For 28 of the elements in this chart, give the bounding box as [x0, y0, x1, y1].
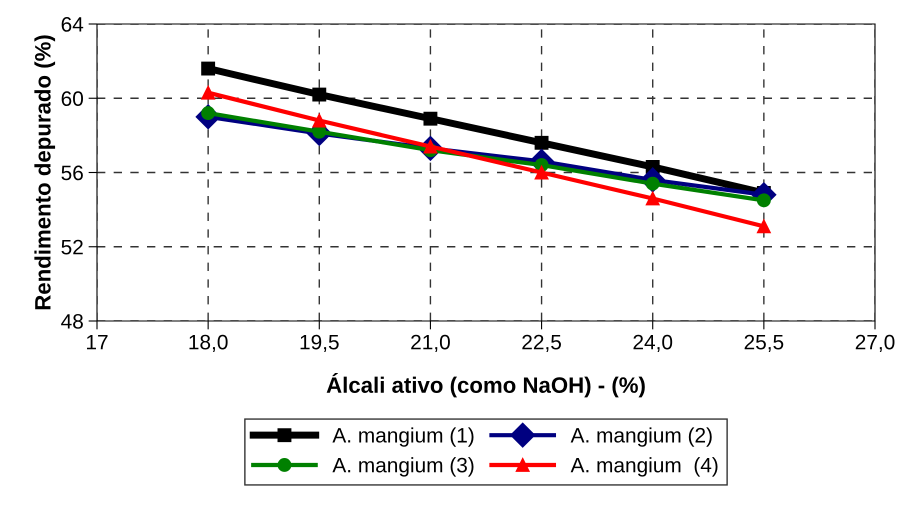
y-tick-label: 48: [61, 314, 83, 329]
x-tick-label: 25,5: [744, 334, 784, 352]
y-tick-label: 52: [61, 240, 83, 255]
point: [534, 166, 549, 180]
x-axis-title: Álcali ativo (como NaOH) - (%): [326, 373, 645, 398]
y-tick-label: 64: [62, 17, 84, 32]
y-tick-label: 60: [62, 91, 83, 106]
legend-label: A. mangium (4): [570, 457, 718, 477]
point: [201, 86, 216, 100]
x-tick-label: 24,0: [633, 334, 672, 352]
point: [534, 136, 549, 150]
x-tick-label: 17: [87, 334, 108, 350]
x-tick-label: 22,5: [522, 334, 561, 352]
point: [312, 88, 326, 102]
legend-label: A. mangium (2): [570, 427, 712, 447]
y-tick-label: 56: [61, 166, 83, 180]
legend-label: A. mangium (3): [332, 457, 474, 477]
point: [756, 219, 771, 234]
x-tick-label: 21,0: [411, 334, 450, 352]
x-tick-label: 27,0: [856, 334, 894, 352]
point: [646, 192, 660, 206]
point: [201, 62, 216, 76]
legend-label: A. mangium (1): [332, 427, 474, 447]
point: [423, 112, 438, 126]
y-axis-title: Rendimento depurado (%): [34, 35, 56, 310]
x-tick-label: 18,0: [189, 334, 228, 352]
x-tick-label: 19,5: [300, 334, 339, 352]
point: [312, 114, 326, 128]
